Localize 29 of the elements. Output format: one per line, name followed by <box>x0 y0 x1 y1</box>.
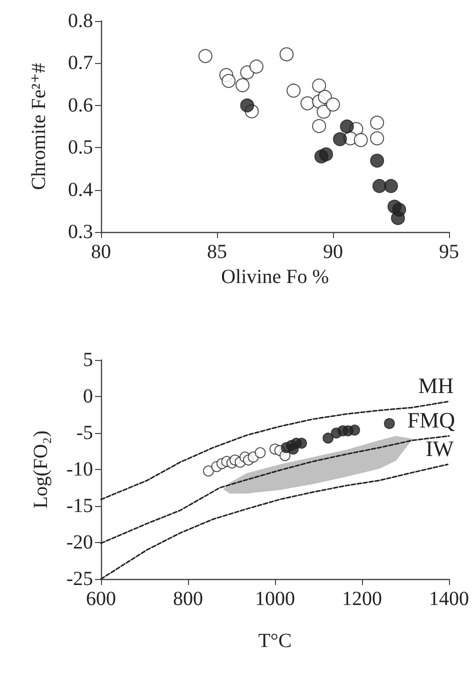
x-tick-label: 80 <box>91 241 111 263</box>
y-tick-label: 0.6 <box>68 94 93 116</box>
x-axis-title: Olivine Fo % <box>221 266 329 288</box>
y-tick-label: 0.7 <box>68 52 93 74</box>
x-tick-label: 1400 <box>429 588 469 610</box>
x-tick-label: 90 <box>323 241 343 263</box>
series-label: FMQ <box>407 407 456 432</box>
y-tick-label: -10 <box>66 458 93 480</box>
series-label: MH <box>418 373 454 398</box>
x-tick-label: 600 <box>86 588 116 610</box>
x-tick-label: 1200 <box>342 588 382 610</box>
y-tick-label: -20 <box>66 532 93 554</box>
x-tick-label: 800 <box>173 588 203 610</box>
y-tick-label: 0.5 <box>68 136 93 159</box>
y-tick-label: -15 <box>66 495 93 517</box>
x-tick-label: 85 <box>207 241 227 263</box>
y-axis-title: Log(FO₂) <box>30 430 52 509</box>
y-tick-label: -25 <box>66 568 93 590</box>
x-axis-title: T°C <box>258 630 292 652</box>
y-tick-label: 0.4 <box>68 178 93 201</box>
y-tick-label: 0.3 <box>68 221 93 243</box>
x-tick-label: 1000 <box>255 588 295 610</box>
y-tick-label: 0 <box>83 386 93 408</box>
y-tick-label: 0.8 <box>68 10 93 32</box>
y-axis-title: Chromite Fe²⁺# <box>28 62 50 190</box>
y-tick-label: -5 <box>76 422 93 444</box>
y-tick-label: 5 <box>83 349 93 371</box>
x-tick-label: 95 <box>439 241 459 263</box>
series-label: IW <box>426 436 454 461</box>
